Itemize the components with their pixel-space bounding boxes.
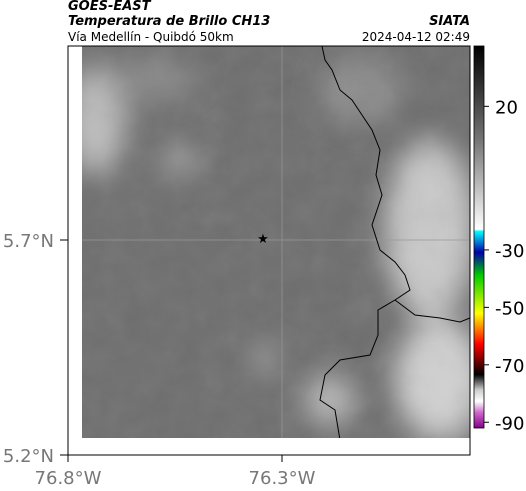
colorbar: 20 -30 -50 -70 -90 xyxy=(473,45,524,434)
satellite-image xyxy=(82,46,470,438)
location-marker: ★ xyxy=(257,232,269,247)
lon-label: 76.8°W xyxy=(35,468,102,489)
colorbar-scale xyxy=(473,45,485,429)
datetime: 2024-04-12 02:49 xyxy=(362,30,470,44)
header: GOES-EAST Temperatura de Brillo CH13 Vía… xyxy=(68,0,470,44)
colorbar-tick-label: -90 xyxy=(495,413,524,434)
product: Temperatura de Brillo CH13 xyxy=(68,14,270,29)
lat-label: 5.7°N xyxy=(3,231,54,252)
map-frame xyxy=(67,45,471,456)
colorbar-tick-label: 20 xyxy=(495,97,518,118)
satellite: GOES-EAST xyxy=(68,0,152,14)
lon-label: 76.3°W xyxy=(249,468,316,489)
colorbar-tick-label: -70 xyxy=(495,356,524,377)
colorbar-tick-label: -50 xyxy=(495,298,524,319)
lat-label: 5.2°N xyxy=(3,446,54,467)
colorbar-tick-label: -30 xyxy=(495,241,524,262)
map-axes: 5.7°N 5.2°N 76.8°W 76.3°W xyxy=(3,231,316,489)
region: Vía Medellín - Quibdó 50km xyxy=(68,30,234,44)
source: SIATA xyxy=(429,14,470,29)
